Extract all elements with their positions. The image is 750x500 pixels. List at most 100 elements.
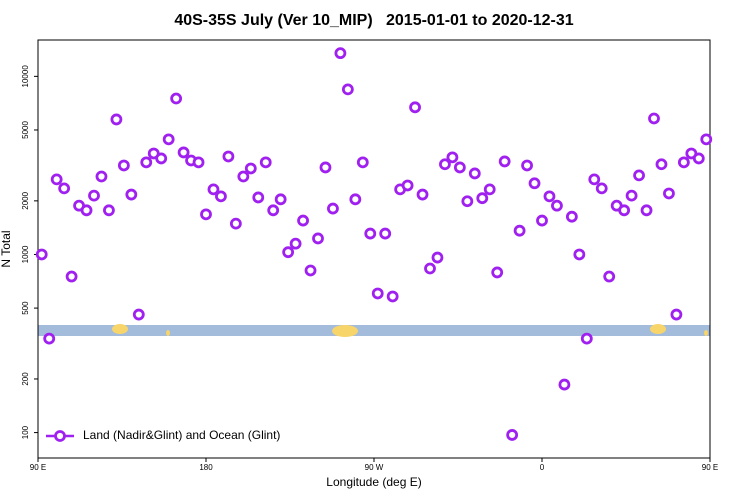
marker <box>453 161 466 174</box>
x-tick-label: 90 E <box>702 463 718 472</box>
y-tick-label: 200 <box>21 372 30 386</box>
marker <box>356 156 369 169</box>
legend-marker <box>54 430 66 442</box>
marker <box>177 146 190 159</box>
marker <box>80 204 93 217</box>
marker <box>341 83 354 96</box>
y-tick-label: 2000 <box>21 191 30 209</box>
marker <box>401 179 414 192</box>
marker <box>364 227 377 240</box>
marker <box>476 192 489 205</box>
marker <box>670 308 683 321</box>
marker <box>95 170 108 183</box>
marker <box>43 332 56 345</box>
marker <box>117 159 130 172</box>
marker <box>424 262 436 275</box>
marker <box>416 188 429 201</box>
y-tick-label: 1000 <box>21 245 30 263</box>
marker <box>409 101 421 114</box>
marker <box>528 177 541 190</box>
marker <box>573 248 586 261</box>
marker <box>461 195 474 208</box>
y-tick-label: 100 <box>21 425 30 439</box>
land-shapes <box>112 324 708 337</box>
x-tick-label: 180 <box>199 463 213 472</box>
y-axis-label: N Total <box>0 230 13 267</box>
marker <box>565 210 578 223</box>
marker <box>222 150 235 163</box>
y-tick-label: 5000 <box>21 121 30 139</box>
marker <box>334 47 347 60</box>
marker <box>88 189 100 202</box>
marker <box>386 290 399 303</box>
marker <box>132 308 145 321</box>
marker <box>207 183 220 196</box>
marker <box>312 232 324 245</box>
marker <box>229 217 242 230</box>
marker <box>319 161 332 174</box>
marker <box>65 270 78 283</box>
marker <box>483 183 496 196</box>
marker <box>595 182 608 195</box>
marker <box>588 173 601 186</box>
marker <box>162 133 175 146</box>
marker <box>580 332 593 345</box>
marker <box>663 187 675 200</box>
marker <box>237 170 250 183</box>
marker <box>498 155 511 168</box>
marker <box>513 224 526 237</box>
marker <box>648 112 660 125</box>
marker <box>655 158 668 171</box>
marker <box>468 167 481 180</box>
marker <box>692 152 705 165</box>
marker <box>244 162 257 175</box>
marker <box>603 270 616 283</box>
marker <box>35 248 48 261</box>
marker <box>371 287 384 300</box>
marker <box>551 199 563 212</box>
marker <box>491 266 504 279</box>
marker <box>252 191 265 204</box>
marker <box>200 208 212 221</box>
marker <box>170 92 183 105</box>
marker <box>700 133 713 146</box>
marker <box>140 156 153 169</box>
x-axis-label: Longitude (deg E) <box>326 475 421 489</box>
marker <box>536 214 548 227</box>
marker <box>431 251 444 264</box>
marker <box>625 189 638 202</box>
marker <box>192 156 205 169</box>
marker <box>558 378 571 391</box>
marker <box>289 237 302 250</box>
marker <box>267 204 280 217</box>
marker <box>506 429 519 441</box>
map-strip <box>38 325 710 336</box>
x-tick-label: 90 E <box>30 463 46 472</box>
legend-label: Land (Nadir&Glint) and Ocean (Glint) <box>83 428 280 442</box>
marker <box>282 246 295 259</box>
marker <box>640 204 653 217</box>
marker <box>125 188 138 201</box>
marker <box>155 152 168 165</box>
marker <box>521 159 533 172</box>
marker <box>297 214 309 227</box>
marker <box>379 227 392 240</box>
marker <box>618 204 631 217</box>
marker <box>304 264 317 277</box>
marker <box>349 193 362 206</box>
plot-frame <box>37 39 711 459</box>
x-tick-label: 0 <box>540 463 545 472</box>
marker <box>633 169 645 182</box>
marker <box>543 190 556 203</box>
marker <box>327 202 339 215</box>
marker <box>50 173 63 186</box>
x-tick-label: 90 W <box>365 463 384 472</box>
marker <box>103 204 115 217</box>
marker <box>110 113 123 126</box>
marker <box>58 182 71 195</box>
chart-title: 40S-35S July (Ver 10_MIP) 2015-01-01 to … <box>174 12 573 29</box>
marker <box>259 156 272 169</box>
marker <box>215 190 227 203</box>
y-tick-label: 10000 <box>21 65 30 88</box>
